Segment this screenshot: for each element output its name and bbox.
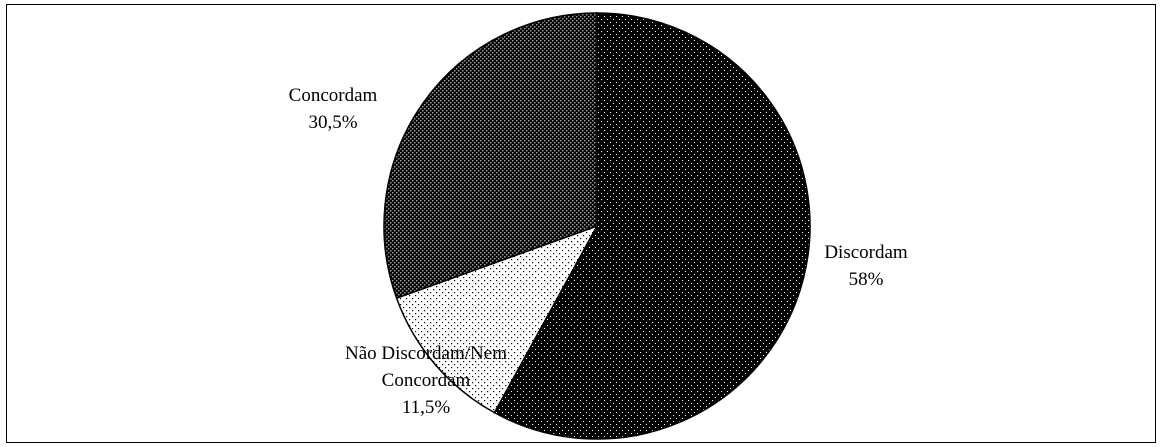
- pie-slice: [395, 224, 599, 414]
- slice-label-line: Concordam: [382, 370, 471, 391]
- slice-label: Discordam 58%: [824, 242, 908, 290]
- pie-slice: [493, 12, 811, 440]
- slice-label-line: 58%: [849, 269, 884, 290]
- pie-slice: [383, 12, 598, 300]
- slice-label-line: Concordam: [289, 85, 378, 106]
- slice-label: Concordam 30,5%: [289, 85, 378, 133]
- slice-label: Não Discordam/Nem Concordam 11,5%: [345, 343, 507, 418]
- slice-label-line: 11,5%: [402, 397, 451, 418]
- slice-label-line: Não Discordam/Nem: [345, 343, 507, 364]
- slice-label-line: Discordam: [824, 242, 908, 263]
- slice-label-line: 30,5%: [308, 112, 357, 133]
